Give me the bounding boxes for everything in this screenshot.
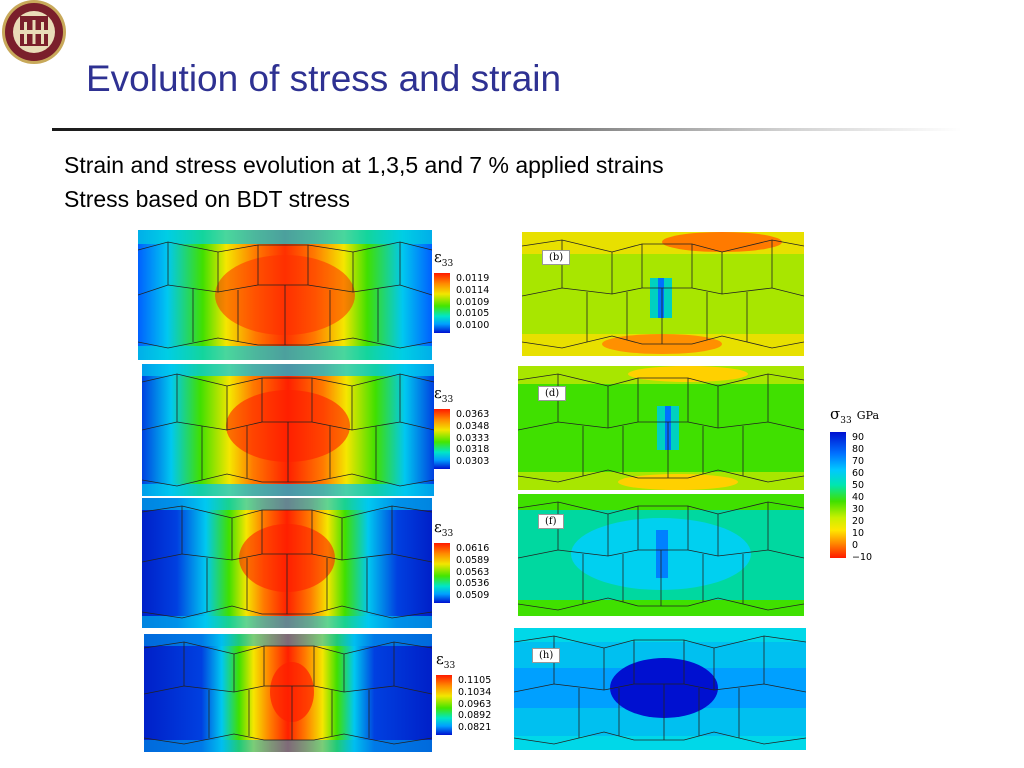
legend-value: 0.0363 xyxy=(456,409,490,420)
legend-value: 60 xyxy=(852,468,865,480)
stress-contour-plot-h: (h) xyxy=(514,628,806,750)
legend-value: 40 xyxy=(852,492,865,504)
legend-value: 20 xyxy=(852,516,865,528)
legend-value: 90 xyxy=(852,432,865,444)
legend-value: −10 xyxy=(852,552,873,564)
strain-contour-plot-1 xyxy=(138,230,432,360)
strain-contour-plot-2 xyxy=(142,364,434,496)
legend-value: 0.0563 xyxy=(456,566,490,578)
stress-symbol: σ xyxy=(830,405,841,423)
legend-value: 0.0963 xyxy=(458,698,492,710)
stress-subscript: 33 xyxy=(840,416,852,427)
legend-value: 80 xyxy=(852,444,865,456)
legend-value: 30 xyxy=(852,504,865,516)
stress-contour-plot-d: (d) xyxy=(518,366,804,490)
legend-value: 0.0114 xyxy=(456,284,490,296)
strain-legend-2: ε33 0.0363 0.0348 0.0333 0.0318 0.0303 xyxy=(434,384,489,469)
legend-value: 0.0333 xyxy=(456,432,490,444)
strain-colorbar xyxy=(434,409,450,469)
panel-label: (d) xyxy=(538,386,567,401)
strain-colorbar xyxy=(434,543,450,603)
legend-value: 0.0589 xyxy=(456,554,490,566)
panel-label: (b) xyxy=(542,250,571,265)
strain-contour-plot-4 xyxy=(144,634,432,752)
legend-value: 0.0348 xyxy=(456,420,490,432)
strain-legend-1: ε33 0.0119 0.0114 0.0109 0.0105 0.0100 xyxy=(434,248,489,333)
legend-value: 0.0119 xyxy=(456,273,490,284)
strain-subscript: 33 xyxy=(441,259,454,269)
stress-unit: GPa xyxy=(856,409,880,422)
legend-value: 0.0509 xyxy=(456,590,490,602)
strain-symbol: ε xyxy=(434,248,442,266)
stress-legend: σ33 GPa 90 80 70 60 50 40 30 20 10 0 −10 xyxy=(830,404,879,564)
strain-contour-plot-3 xyxy=(142,498,432,628)
subtitle-line-2: Stress based on BDT stress xyxy=(64,186,350,212)
strain-symbol: ε xyxy=(436,650,444,668)
panel-label: (h) xyxy=(532,648,561,663)
university-seal xyxy=(0,0,70,70)
legend-value: 0.0821 xyxy=(458,722,492,734)
strain-legend-4: ε33 0.1105 0.1034 0.0963 0.0892 0.0821 xyxy=(436,650,491,735)
legend-value: 0.0100 xyxy=(456,320,490,332)
legend-value: 0.0105 xyxy=(456,308,490,320)
legend-value: 50 xyxy=(852,480,865,492)
legend-value: 0.0109 xyxy=(456,296,490,308)
stress-contour-plot-f: (f) xyxy=(518,494,804,616)
strain-symbol: ε xyxy=(434,384,442,402)
legend-value: 0.1034 xyxy=(458,686,492,698)
stress-contour-plot-b: (b) xyxy=(522,232,804,356)
legend-value: 0.0616 xyxy=(456,543,490,554)
strain-subscript: 33 xyxy=(441,529,454,539)
stress-colorbar xyxy=(830,432,846,559)
strain-colorbar xyxy=(436,675,452,735)
legend-value: 0 xyxy=(852,540,859,552)
legend-value: 0.0318 xyxy=(456,444,490,456)
subtitle-line-1: Strain and stress evolution at 1,3,5 and… xyxy=(64,152,664,178)
strain-legend-3: ε33 0.0616 0.0589 0.0563 0.0536 0.0509 xyxy=(434,518,489,603)
strain-colorbar xyxy=(434,273,450,333)
legend-value: 0.0892 xyxy=(458,710,492,722)
legend-value: 10 xyxy=(852,528,865,540)
legend-value: 0.0303 xyxy=(456,456,490,468)
legend-value: 0.0536 xyxy=(456,578,490,590)
strain-subscript: 33 xyxy=(441,395,454,405)
panel-label: (f) xyxy=(538,514,564,529)
strain-subscript: 33 xyxy=(443,661,456,671)
legend-value: 0.1105 xyxy=(458,675,492,686)
legend-value: 70 xyxy=(852,456,865,468)
strain-symbol: ε xyxy=(434,518,442,536)
title-divider xyxy=(52,128,962,131)
slide-title: Evolution of stress and strain xyxy=(86,58,562,99)
